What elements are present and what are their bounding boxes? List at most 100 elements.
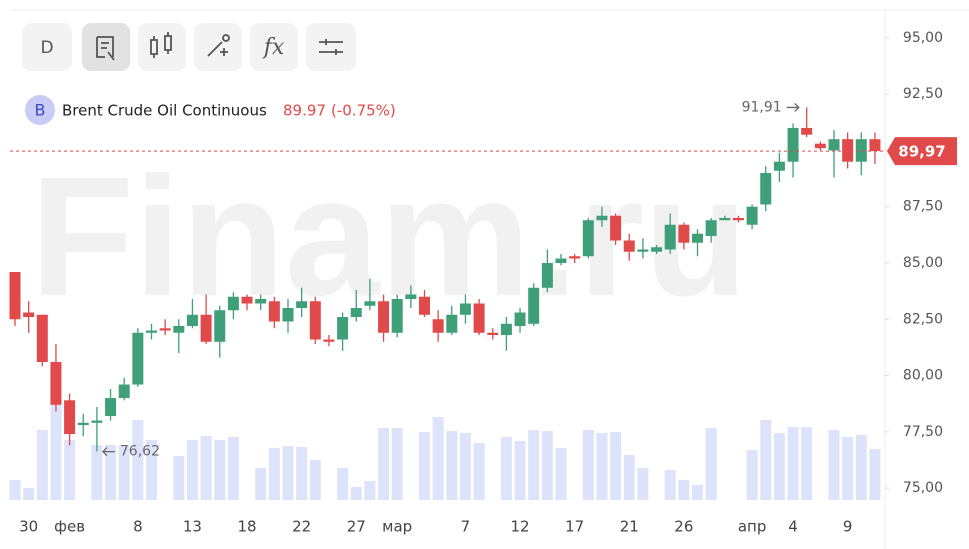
volume-bar xyxy=(282,446,294,500)
x-tick-label: 21 xyxy=(620,518,639,536)
volume-bar xyxy=(582,430,594,500)
candle-body xyxy=(664,224,676,250)
volume-bar xyxy=(473,443,485,500)
volume-bar xyxy=(364,481,376,500)
legend-name: Brent Crude Oil Continuous xyxy=(62,102,267,120)
y-tick-label: 87,50 xyxy=(903,199,943,215)
volume-bar xyxy=(842,437,854,500)
candle-body xyxy=(159,328,171,331)
candle-body xyxy=(760,172,772,205)
volume-bar xyxy=(200,436,212,500)
candle-body xyxy=(132,332,144,385)
settings-button[interactable] xyxy=(306,23,356,71)
x-tick-label: 12 xyxy=(511,518,530,536)
volume-bar xyxy=(378,428,390,500)
volume-bar xyxy=(309,460,321,500)
x-tick-label: 26 xyxy=(674,518,693,536)
candle-body xyxy=(582,220,594,257)
candle-body xyxy=(787,127,799,162)
candle-body xyxy=(746,206,758,225)
candles-icon xyxy=(150,32,172,58)
volume-bar xyxy=(132,420,144,500)
y-tick-label: 75,00 xyxy=(903,480,943,496)
volume-bar xyxy=(869,449,881,500)
candle-body xyxy=(23,312,35,318)
volume-bar xyxy=(446,431,458,500)
volume-bar xyxy=(227,437,239,500)
volume-bar xyxy=(419,432,430,500)
candle-body xyxy=(814,143,826,149)
y-tick-label: 85,00 xyxy=(903,255,943,271)
candle-body xyxy=(692,233,703,243)
x-tick-label: 4 xyxy=(788,518,798,536)
volume-bar xyxy=(391,428,403,500)
volume-bar xyxy=(350,487,362,500)
x-tick-label: 27 xyxy=(347,518,366,536)
volume-bar xyxy=(596,433,608,500)
candle-body xyxy=(637,249,649,252)
indicators-button[interactable] xyxy=(250,23,298,71)
volume-bar xyxy=(801,427,813,500)
candle-body xyxy=(705,220,717,236)
candle-body xyxy=(500,323,512,336)
volume-bar xyxy=(459,433,471,500)
toolbar: D fx xyxy=(22,23,356,71)
candle-body xyxy=(842,139,854,162)
x-tick-label: 30 xyxy=(19,518,38,536)
legend-change: (-0.75%) xyxy=(331,102,396,120)
candle-body xyxy=(77,422,89,426)
candle-body xyxy=(296,301,308,309)
candle-body xyxy=(432,319,444,333)
candle-body xyxy=(801,127,813,135)
watermark: Finam.ru xyxy=(30,142,748,332)
legend-price: 89.97 xyxy=(283,102,326,120)
candle-body xyxy=(487,332,499,336)
legend: B Brent Crude Oil Continuous 89.97 (-0.7… xyxy=(25,95,396,125)
candle-body xyxy=(323,339,335,342)
last-price-label: 89,97 xyxy=(898,143,945,161)
candle-body xyxy=(200,314,212,342)
notes-button[interactable] xyxy=(82,23,130,71)
volume-bar xyxy=(773,433,785,500)
interval-button[interactable] xyxy=(22,23,72,71)
candle-body xyxy=(309,301,321,340)
candle-body xyxy=(446,314,458,333)
x-tick-label: 7 xyxy=(461,518,471,536)
x-tick-label: 13 xyxy=(183,518,202,536)
candle-body xyxy=(350,308,362,318)
candle-body xyxy=(91,420,103,423)
candle-body xyxy=(255,299,267,304)
volume-bar xyxy=(337,468,349,500)
candle-body xyxy=(36,314,48,363)
candle-body xyxy=(869,139,881,152)
x-tick-label: 8 xyxy=(133,518,143,536)
settings-icon xyxy=(319,39,343,55)
volume-bar xyxy=(828,430,840,500)
candle-body xyxy=(419,296,430,315)
candle-body xyxy=(241,296,253,304)
candle-body xyxy=(337,317,349,340)
low-annotation: 76,62 xyxy=(120,444,160,460)
volume-bar xyxy=(296,447,308,500)
candle-body xyxy=(391,299,403,333)
candle-body xyxy=(541,262,553,288)
volume-bar xyxy=(173,456,185,500)
volume-bar xyxy=(64,440,76,500)
volume-bar xyxy=(760,420,772,500)
candle-body xyxy=(364,301,376,306)
y-tick-label: 95,00 xyxy=(903,30,943,46)
volume-bar xyxy=(50,400,62,500)
candle-body xyxy=(146,330,157,333)
candles-button[interactable] xyxy=(138,23,186,71)
candle-body xyxy=(610,215,622,241)
volume-bar xyxy=(255,468,267,500)
volume-bar xyxy=(23,488,35,500)
candle-body xyxy=(378,301,390,333)
volume-bar xyxy=(514,441,526,500)
y-tick-label: 80,00 xyxy=(903,368,943,384)
volume-bar xyxy=(637,468,649,500)
x-tick-label: 18 xyxy=(238,518,257,536)
candle-body xyxy=(227,296,239,311)
high-annotation: 91,91 xyxy=(742,99,782,115)
